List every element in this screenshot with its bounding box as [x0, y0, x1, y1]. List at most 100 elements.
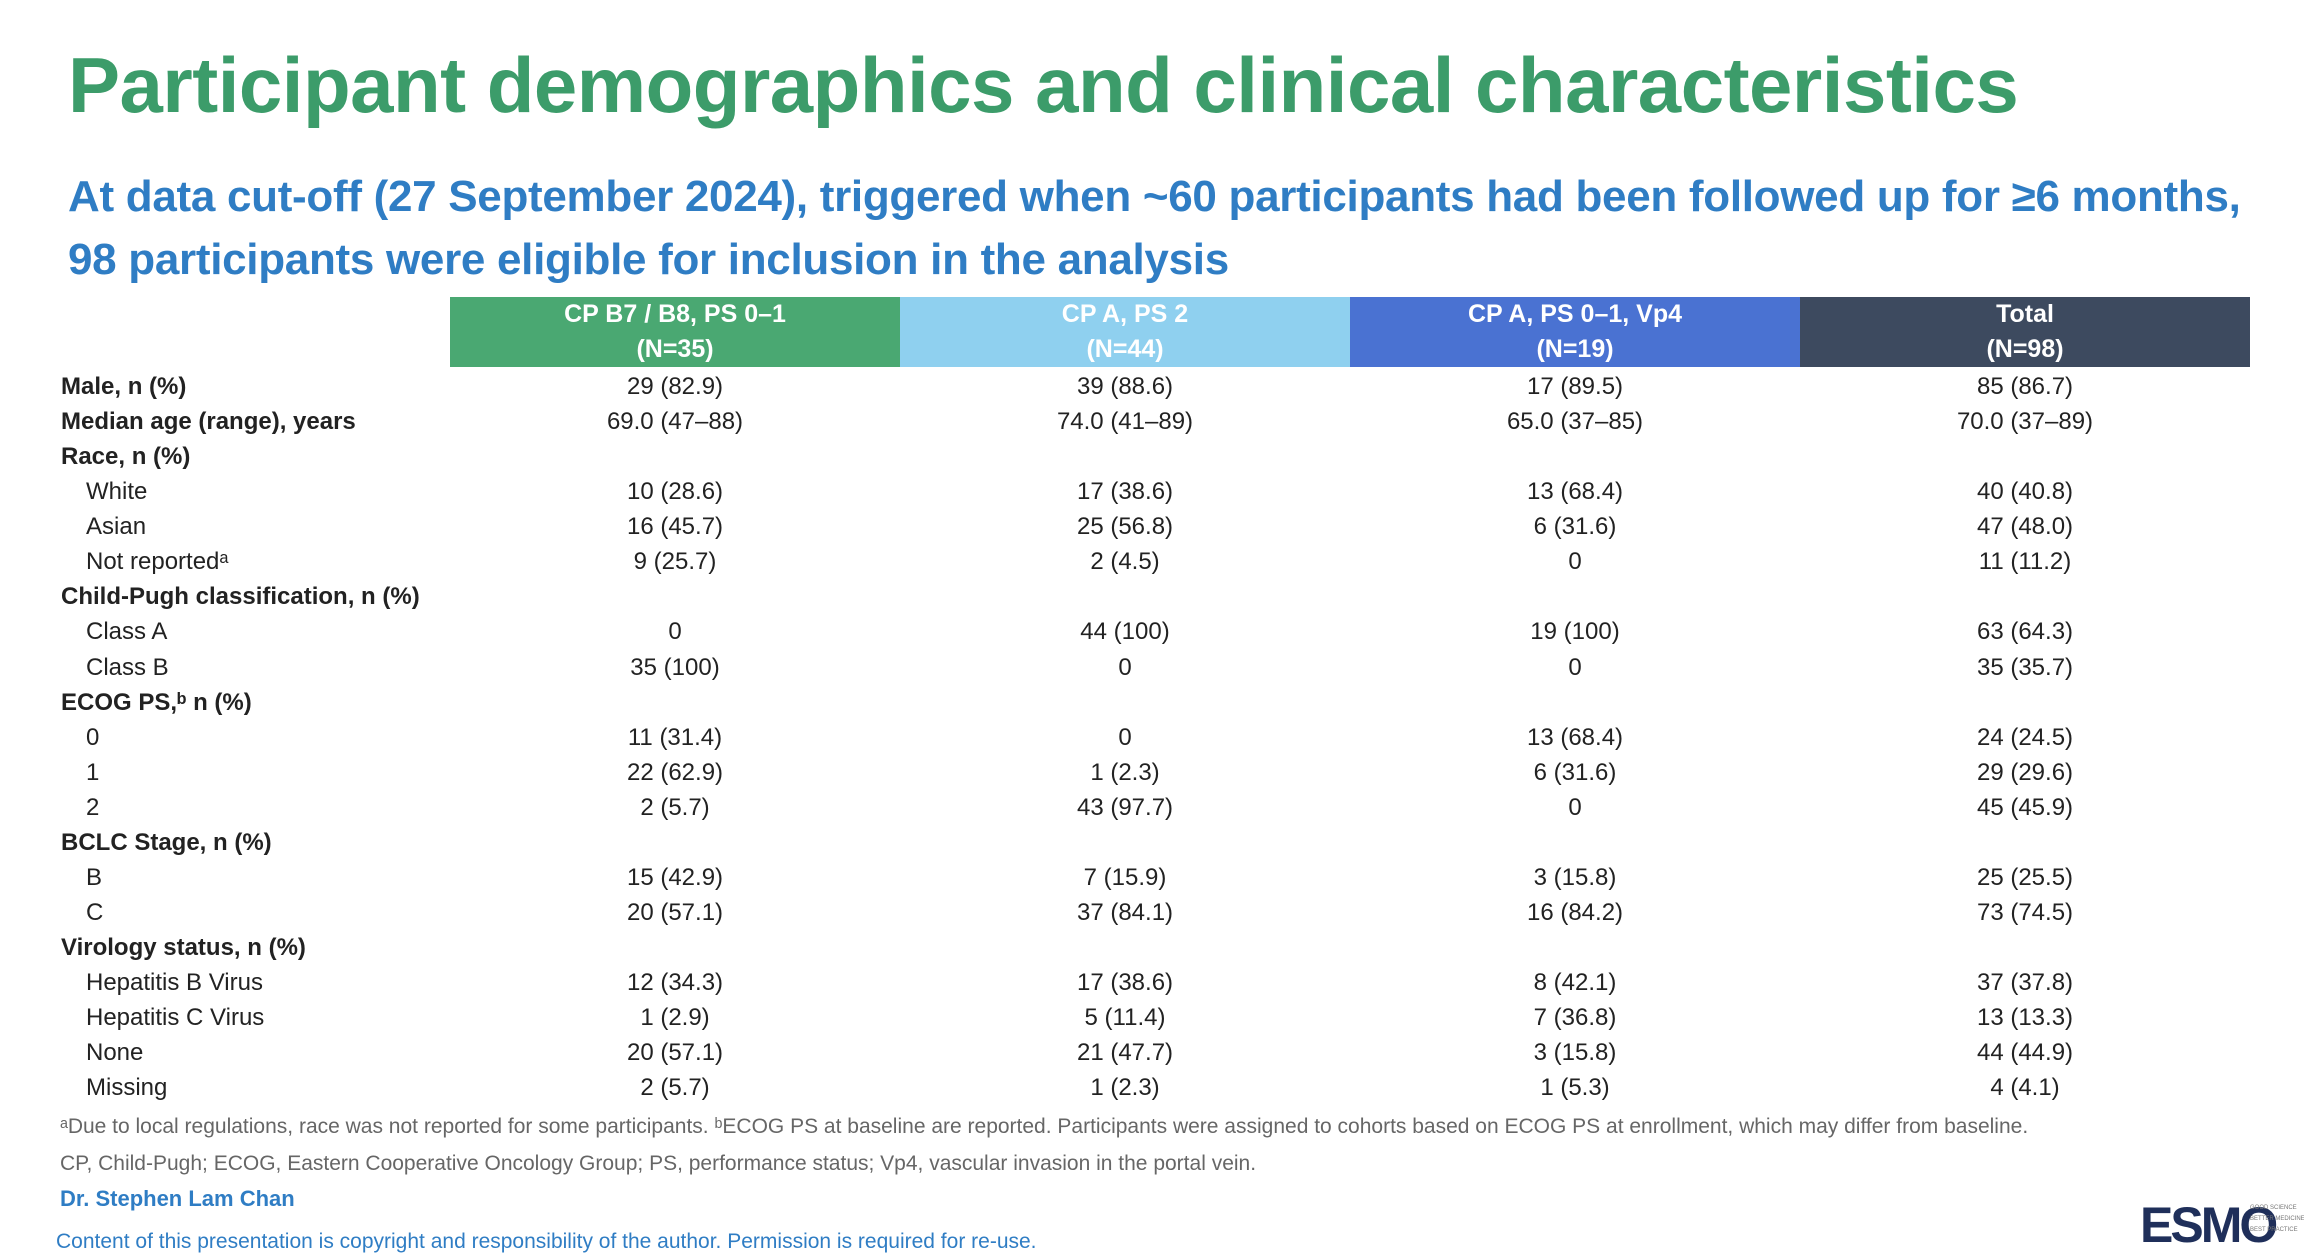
cell: 4 (4.1) [1990, 1074, 2060, 1102]
cell: 3 (15.8) [1533, 863, 1617, 891]
cell: 20 (57.1) [626, 899, 724, 927]
column-header: CP A, PS 0–1, Vp4 (N=19) [1350, 297, 1800, 367]
cell: 24 (24.5) [1976, 723, 2074, 751]
cell: 16 (45.7) [626, 513, 724, 541]
cell: 3 (15.8) [1533, 1039, 1617, 1067]
cell: 13 (13.3) [1976, 1004, 2074, 1032]
cell: 9 (25.7) [633, 548, 717, 576]
tagline-line: BETTER MEDICINE [2250, 1216, 2304, 1222]
cell: 2 (4.5) [1090, 548, 1160, 576]
cell: 16 (84.2) [1526, 899, 1624, 927]
row-label: 0 [86, 723, 100, 751]
column-header: CP B7 / B8, PS 0–1 (N=35) [450, 297, 900, 367]
cell: 6 (31.6) [1533, 758, 1617, 786]
tagline-line: BEST PRACTICE [2250, 1227, 2298, 1233]
cell: 65.0 (37–85) [1506, 408, 1644, 436]
cell: 25 (56.8) [1076, 513, 1174, 541]
cell: 17 (38.6) [1076, 478, 1174, 506]
logo-tagline: GOOD SCIENCE BETTER MEDICINE BEST PRACTI… [2250, 1203, 2304, 1236]
subtitle: At data cut-off (27 September 2024), tri… [68, 172, 2241, 221]
cell: 35 (100) [630, 653, 720, 681]
row-label: Male, n (%) [61, 373, 187, 400]
cell: 2 (5.7) [640, 1074, 710, 1102]
cell: 1 (5.3) [1540, 1074, 1610, 1102]
cell: 2 (5.7) [640, 793, 710, 821]
header-line: (N=44) [1086, 335, 1164, 363]
title: Participant demographics and clinical ch… [68, 41, 2019, 129]
row-label: Hepatitis B Virus [86, 969, 263, 997]
row-label: Class B [86, 653, 169, 681]
cell: 5 (11.4) [1084, 1004, 1166, 1032]
cell: 1 (2.3) [1090, 1074, 1160, 1102]
cell: 0 [1568, 653, 1582, 681]
cell: 10 (28.6) [626, 478, 724, 506]
cell: 11 (31.4) [627, 723, 723, 751]
cell: 63 (64.3) [1976, 618, 2074, 646]
cell: 21 (47.7) [1076, 1039, 1174, 1067]
cell: 70.0 (37–89) [1956, 408, 2094, 436]
cell: 35 (35.7) [1976, 653, 2074, 681]
row-label: Hepatitis C Virus [86, 1004, 265, 1032]
subtitle: 98 participants were eligible for inclus… [68, 235, 1229, 284]
cell: 37 (84.1) [1076, 899, 1174, 927]
row-label: BCLC Stage, n (%) [61, 828, 272, 856]
cell: 29 (82.9) [626, 373, 724, 400]
cell: 0 [1118, 653, 1132, 681]
cell: 73 (74.5) [1976, 899, 2074, 927]
cell: 85 (86.7) [1976, 373, 2074, 400]
cell: 7 (36.8) [1533, 1004, 1617, 1032]
cell: 25 (25.5) [1976, 863, 2074, 891]
cell: 6 (31.6) [1533, 513, 1617, 541]
cell: 37 (37.8) [1976, 969, 2074, 997]
row-label: B [86, 863, 103, 891]
cell: 0 [668, 618, 682, 646]
cell: 43 (97.7) [1076, 793, 1174, 821]
cell: 44 (44.9) [1976, 1039, 2074, 1067]
cell: 40 (40.8) [1976, 478, 2074, 506]
row-label: Class A [86, 618, 168, 646]
header-line: Total [1996, 300, 2054, 328]
cell: 11 (11.2) [1978, 548, 2072, 576]
row-label: ECOG PS,ᵇ n (%) [61, 688, 252, 716]
cell: 17 (89.5) [1526, 373, 1624, 400]
cell: 13 (68.4) [1526, 478, 1624, 506]
cell: 19 (100) [1530, 618, 1620, 646]
footnote: ᵃDue to local regulations, race was not … [60, 1115, 2029, 1138]
cell: 13 (68.4) [1526, 723, 1624, 751]
copyright: Content of this presentation is copyrigh… [56, 1230, 1037, 1253]
column-header: Total (N=98) [1800, 297, 2250, 367]
cell: 0 [1568, 793, 1582, 821]
footnote: CP, Child-Pugh; ECOG, Eastern Cooperativ… [60, 1152, 1257, 1175]
cell: 29 (29.6) [1976, 758, 2074, 786]
cell: 0 [1118, 723, 1132, 751]
row-label: Child-Pugh classification, n (%) [61, 583, 420, 611]
cell: 44 (100) [1080, 618, 1170, 646]
cell: 17 (38.6) [1076, 969, 1174, 997]
cell: 47 (48.0) [1976, 513, 2074, 541]
row-label: Median age (range), years [61, 408, 356, 436]
header-line: (N=19) [1536, 335, 1614, 363]
cell: 1 (2.3) [1090, 758, 1160, 786]
row-label: Race, n (%) [61, 443, 191, 471]
tagline-line: GOOD SCIENCE [2250, 1205, 2297, 1211]
row-label: Missing [86, 1074, 168, 1102]
row-label: Virology status, n (%) [61, 934, 306, 962]
cell: 39 (88.6) [1076, 373, 1174, 400]
column-header: CP A, PS 2 (N=44) [900, 297, 1350, 367]
cell: 74.0 (41–89) [1056, 408, 1194, 436]
cell: 1 (2.9) [640, 1004, 710, 1032]
cell: 45 (45.9) [1976, 793, 2074, 821]
row-label: 1 [86, 758, 100, 786]
header-line: CP B7 / B8, PS 0–1 [564, 300, 786, 328]
cell: 20 (57.1) [626, 1039, 724, 1067]
row-label: Asian [86, 513, 147, 541]
cell: 15 (42.9) [626, 863, 724, 891]
header-line: (N=35) [636, 335, 714, 363]
logo: ESMO [2140, 1197, 2278, 1253]
row-label: White [86, 478, 148, 506]
author: Dr. Stephen Lam Chan [60, 1186, 295, 1211]
header-line: CP A, PS 2 [1061, 300, 1189, 328]
header-line: (N=98) [1986, 335, 2064, 363]
cell: 22 (62.9) [626, 758, 724, 786]
